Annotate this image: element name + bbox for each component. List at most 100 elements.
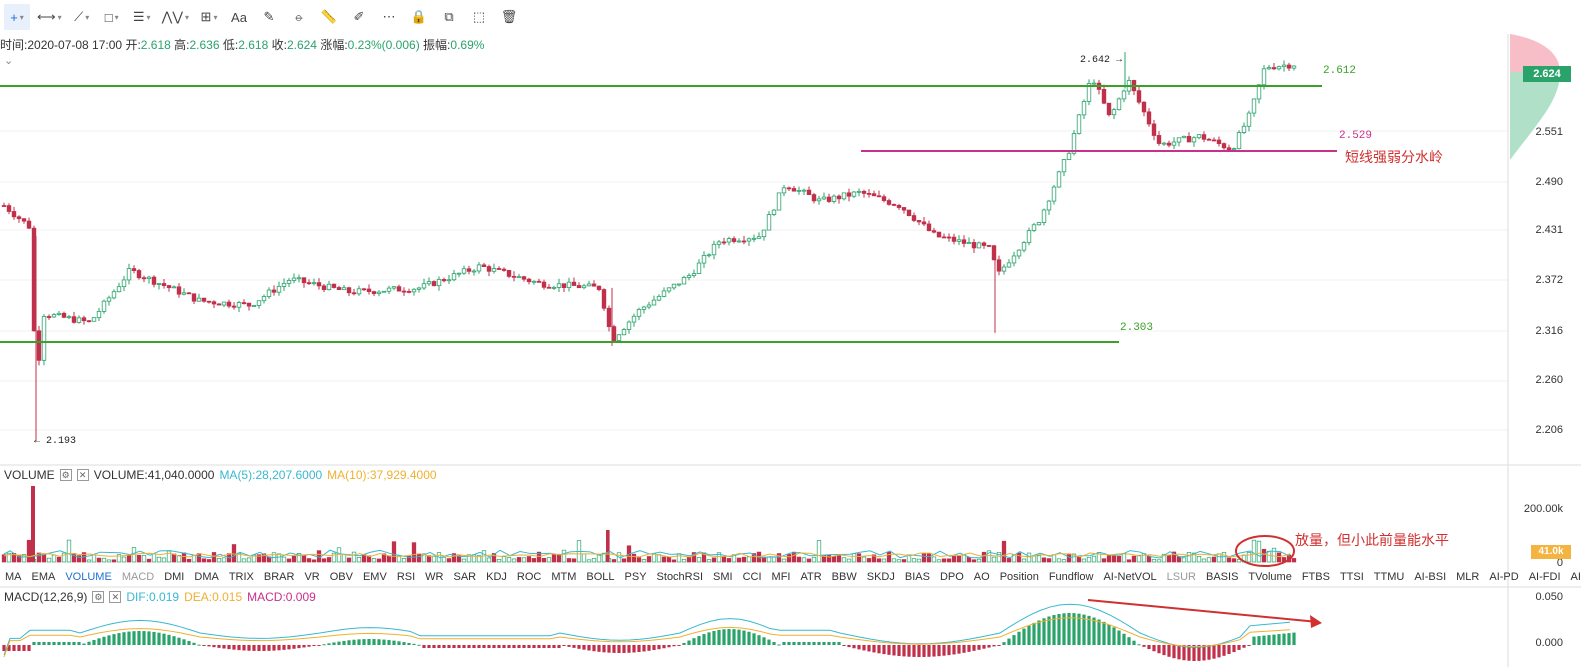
volume-bar: [496, 559, 502, 563]
indicator-tab-smi[interactable]: SMI: [713, 571, 733, 583]
measure-tool-icon[interactable]: ⊞ ▾: [200, 9, 218, 24]
macd-bar: [1192, 645, 1196, 661]
volume-bar: [276, 553, 282, 563]
macd-bar: [282, 645, 286, 650]
indicator-tab-boll[interactable]: BOLL: [586, 571, 615, 583]
macd-bar: [842, 645, 846, 646]
indicator-tab-atr[interactable]: ATR: [800, 571, 822, 583]
indicator-tab-ai-li[interactable]: AI-LI: [1570, 571, 1581, 583]
lock-tool-icon[interactable]: 🔒: [410, 9, 428, 24]
candle: [1091, 82, 1097, 85]
select-tool-icon[interactable]: ⬚: [472, 9, 486, 24]
indicator-tab-ttmu[interactable]: TTMU: [1373, 571, 1405, 583]
volume-bar: [1056, 558, 1062, 563]
indicator-tab-mfi[interactable]: MFI: [771, 571, 791, 583]
indicator-tab-obv[interactable]: OBV: [329, 571, 353, 583]
indicator-tab-mlr[interactable]: MLR: [1456, 571, 1480, 583]
macd-bar: [747, 631, 751, 645]
candle: [721, 241, 727, 244]
indicator-tab-ai-bsi[interactable]: AI-BSI: [1414, 571, 1447, 583]
text-tool-icon[interactable]: Aa: [231, 9, 247, 25]
macd-bar: [977, 645, 981, 650]
indicator-tab-sar[interactable]: SAR: [453, 571, 477, 583]
indicator-tab-rsi[interactable]: RSI: [396, 571, 416, 583]
macd-bar: [2, 645, 6, 651]
indicator-tab-fundflow[interactable]: Fundflow: [1048, 571, 1094, 583]
collapse-chevron-icon[interactable]: ⌄: [4, 55, 14, 67]
macd-dea-line: [3, 617, 1291, 658]
indicator-tab-volume[interactable]: VOLUME: [65, 571, 112, 583]
indicator-tab-ao[interactable]: AO: [973, 571, 990, 583]
indicator-tab-ema[interactable]: EMA: [31, 571, 56, 583]
indicator-tab-vr[interactable]: VR: [304, 571, 320, 583]
volume-bar: [381, 553, 387, 563]
close-icon[interactable]: ✕: [76, 469, 89, 481]
macd-bar: [277, 645, 281, 651]
indicator-tab-ai-fdi[interactable]: AI-FDI: [1528, 571, 1561, 583]
indicator-tab-bias[interactable]: BIAS: [904, 571, 930, 583]
indicator-tab-macd[interactable]: MACD: [121, 571, 155, 583]
ruler-tool-icon[interactable]: 📏: [320, 9, 338, 24]
close-icon[interactable]: ✕: [109, 591, 122, 603]
candle: [1191, 137, 1197, 143]
crosshair-tool-icon[interactable]: + ▾: [4, 4, 30, 30]
volume-bar: [1026, 552, 1032, 563]
delete-tool-icon[interactable]: 🗑: [500, 9, 518, 24]
fib-tool-icon[interactable]: ☰ ▾: [132, 9, 151, 24]
indicator-tab-skdj[interactable]: SKDJ: [866, 571, 895, 583]
indicator-tab-mtm[interactable]: MTM: [551, 571, 577, 583]
indicator-tab-roc[interactable]: ROC: [516, 571, 542, 583]
indicator-tab-bbw[interactable]: BBW: [831, 571, 857, 583]
ellipsis-tool-icon[interactable]: ⋯: [382, 9, 396, 24]
indicator-tab-dmi[interactable]: DMI: [164, 571, 185, 583]
indicator-tab-psy[interactable]: PSY: [624, 571, 647, 583]
macd-bar: [237, 645, 241, 651]
indicator-tab-kdj[interactable]: KDJ: [486, 571, 507, 583]
volume-bar: [621, 558, 627, 563]
indicator-tab-dpo[interactable]: DPO: [939, 571, 964, 583]
brush-tool-icon[interactable]: ✎: [263, 9, 275, 24]
indicator-tab-dma[interactable]: DMA: [194, 571, 219, 583]
indicator-tab-ftbs[interactable]: FTBS: [1301, 571, 1330, 583]
volume-bar: [501, 556, 507, 563]
indicator-tab-ai-pd[interactable]: AI-PD: [1489, 571, 1519, 583]
indicator-tab-brar[interactable]: BRAR: [263, 571, 295, 583]
volume-bar: [971, 559, 977, 563]
candle: [1176, 137, 1182, 143]
indicator-tab-tvolume[interactable]: TVolume: [1248, 571, 1292, 583]
settings-icon[interactable]: ⚙: [92, 591, 105, 603]
indicator-tab-wr[interactable]: WR: [425, 571, 444, 583]
trend-line-tool-icon[interactable]: ⟋ ▾: [74, 9, 90, 24]
indicator-tab-trix[interactable]: TRIX: [228, 571, 254, 583]
volume-bar: [1166, 555, 1172, 563]
settings-icon[interactable]: ⚙: [59, 469, 72, 481]
macd-bar: [1067, 613, 1071, 645]
candle: [986, 245, 992, 247]
indicator-tab-ma[interactable]: MA: [5, 571, 22, 583]
indicator-tab-basis[interactable]: BASIS: [1206, 571, 1239, 583]
indicator-tab-lsur[interactable]: LSUR: [1166, 571, 1196, 583]
volume-bar: [776, 553, 782, 563]
volume-bar: [371, 558, 377, 563]
macd-bar: [362, 639, 366, 645]
candle: [1201, 134, 1207, 140]
rectangle-tool-icon[interactable]: □ ▾: [104, 9, 119, 25]
macd-bar: [102, 636, 106, 645]
candle: [1051, 186, 1057, 202]
indicator-tab-ai-netvol[interactable]: AI-NetVOL: [1103, 571, 1157, 583]
indicator-tab-cci[interactable]: CCI: [742, 571, 762, 583]
indicator-tab-position[interactable]: Position: [999, 571, 1039, 583]
horizontal-line-tool-icon[interactable]: ⟷ ▾: [37, 9, 62, 24]
macd-bar: [497, 645, 501, 648]
candle: [766, 214, 772, 231]
magnet-tool-icon[interactable]: ⦵: [293, 9, 305, 24]
pen-tool-icon[interactable]: ✐: [353, 9, 365, 24]
pattern-tool-icon[interactable]: ⋀⋁ ▾: [161, 9, 189, 24]
indicator-tab-stochrsi[interactable]: StochRSI: [656, 571, 704, 583]
macd-bar: [952, 645, 956, 655]
copy-tool-icon[interactable]: ⧉: [444, 9, 454, 24]
macd-bar: [417, 644, 421, 646]
indicator-tab-ttsi[interactable]: TTSI: [1339, 571, 1364, 583]
indicator-tab-emv[interactable]: EMV: [362, 571, 387, 583]
